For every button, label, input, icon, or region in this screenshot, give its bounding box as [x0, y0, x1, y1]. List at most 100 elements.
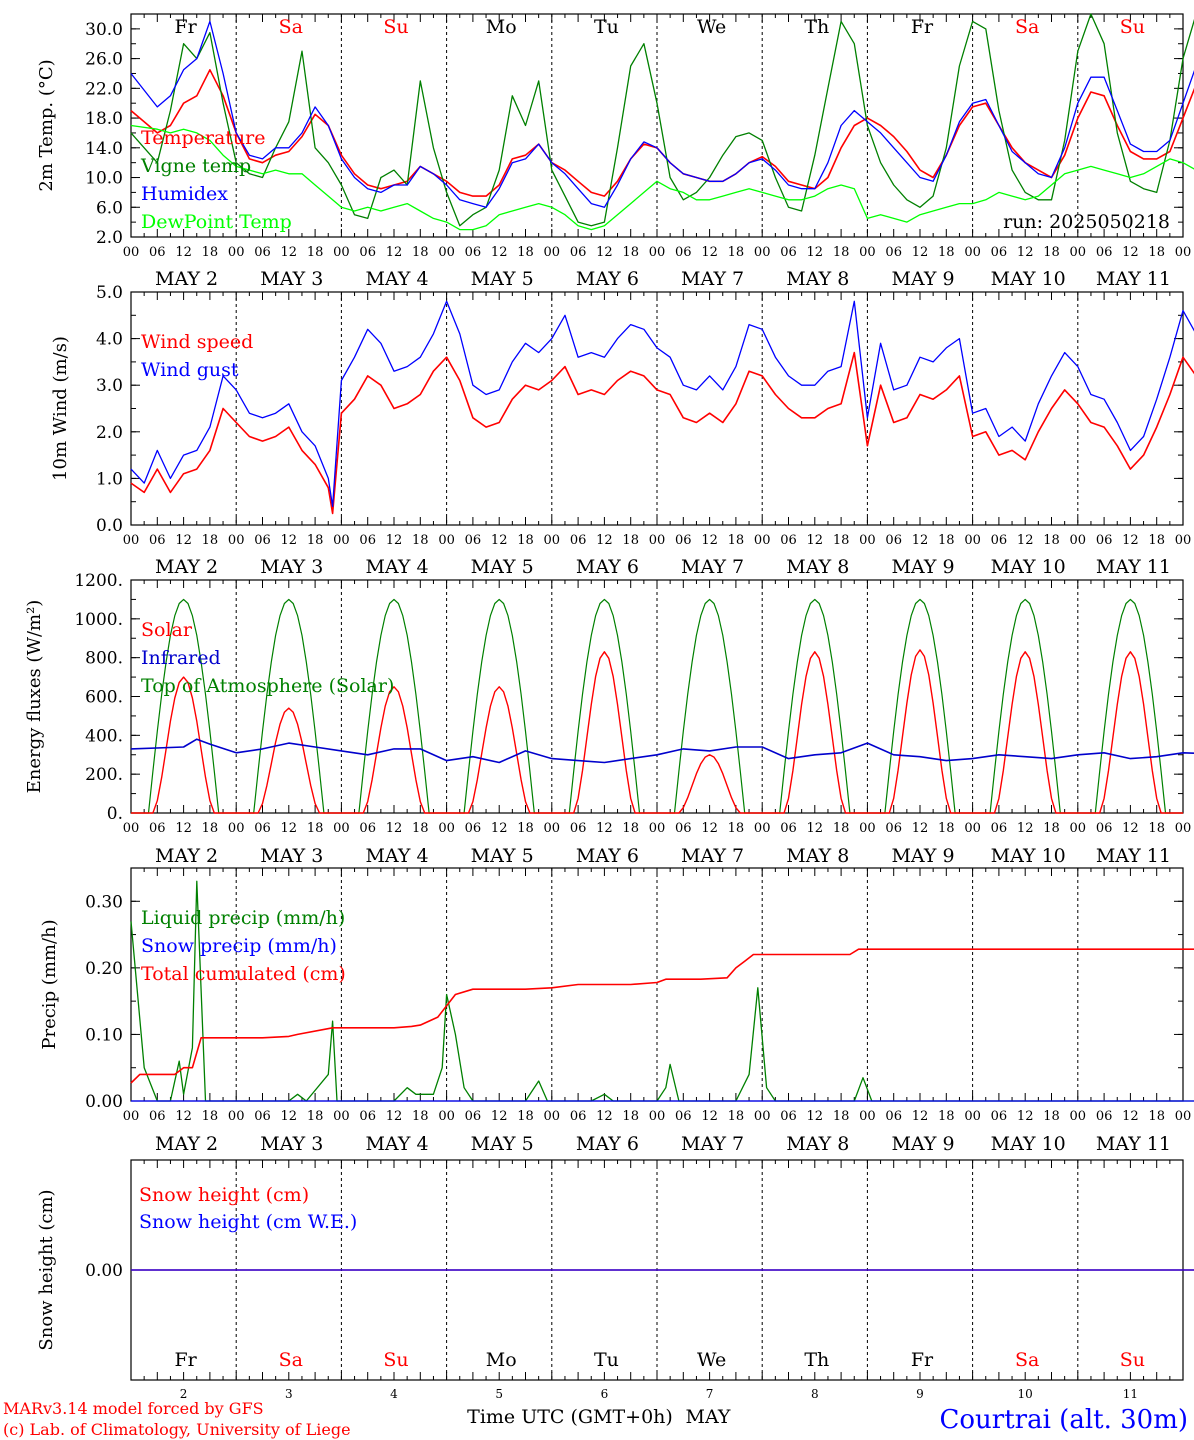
- hour-tick-label: 00: [1175, 533, 1192, 548]
- hour-tick-label: 12: [386, 821, 403, 836]
- hour-tick-label: 18: [938, 1109, 955, 1124]
- hour-tick-label: 18: [1148, 533, 1165, 548]
- hour-tick-label: 06: [149, 245, 166, 260]
- hour-tick-label: 06: [991, 821, 1008, 836]
- legend-total-cumulated-cm: Total cumulated (cm): [141, 963, 346, 985]
- hour-tick-label: 12: [386, 1109, 403, 1124]
- date-label: MAY 10: [991, 268, 1066, 290]
- hour-tick-label: 06: [675, 533, 692, 548]
- y-tick-label: 14.0: [85, 139, 123, 159]
- date-label: MAY 4: [365, 845, 428, 867]
- data-lines: [130, 13, 1194, 1271]
- series-line-wind-gust: [130, 300, 1194, 508]
- hour-tick-label: 18: [202, 1109, 219, 1124]
- y-tick-label: 18.0: [85, 109, 123, 129]
- hour-tick-label: 18: [833, 533, 850, 548]
- hour-tick-label: 12: [175, 533, 192, 548]
- hour-tick-label: 00: [1175, 821, 1192, 836]
- hour-tick-label: 06: [254, 821, 271, 836]
- hour-tick-label: 00: [1175, 245, 1192, 260]
- series-line-infrared: [130, 738, 1194, 764]
- day-number: 8: [811, 1387, 819, 1401]
- hour-tick-label: 12: [807, 533, 824, 548]
- hour-tick-label: 06: [885, 821, 902, 836]
- day-label-bottom: Th: [804, 1349, 829, 1371]
- hour-tick-label: 00: [333, 245, 350, 260]
- date-label: MAY 2: [155, 1133, 218, 1155]
- hour-tick-label: 00: [649, 245, 666, 260]
- date-label: MAY 5: [471, 556, 534, 578]
- legend-infrared: Infrared: [141, 647, 221, 669]
- y-tick-label: 22.0: [85, 79, 123, 99]
- hour-tick-label: 06: [991, 533, 1008, 548]
- hour-tick-label: 12: [701, 533, 718, 548]
- hour-tick-label: 06: [149, 533, 166, 548]
- hour-tick-label: 00: [228, 245, 245, 260]
- y-tick-label: 3.0: [96, 376, 123, 396]
- day-label-bottom: Sa: [279, 1349, 303, 1371]
- hour-tick-label: 12: [701, 821, 718, 836]
- hour-tick-label: 00: [649, 533, 666, 548]
- hour-tick-label: 06: [254, 245, 271, 260]
- date-label: MAY 5: [471, 268, 534, 290]
- hour-tick-label: 12: [281, 245, 298, 260]
- y-tick-label: 6.0: [96, 198, 123, 218]
- y-axis-label: Energy fluxes (W/m²): [24, 600, 45, 794]
- hour-tick-label: 06: [780, 821, 797, 836]
- day-number: 4: [390, 1387, 398, 1401]
- day-number: 2: [180, 1387, 188, 1401]
- hour-tick-label: 18: [1043, 821, 1060, 836]
- day-number: 6: [601, 1387, 609, 1401]
- day-number: 7: [706, 1387, 714, 1401]
- hour-tick-label: 06: [570, 1109, 587, 1124]
- series-line-humidex: [130, 20, 1194, 208]
- lab-credit: (c) Lab. of Climatology, University of L…: [3, 1420, 351, 1439]
- date-label: MAY 8: [786, 845, 849, 867]
- hour-tick-label: 18: [622, 1109, 639, 1124]
- day-label: Fr: [911, 16, 934, 38]
- date-label: MAY 9: [891, 556, 954, 578]
- hour-tick-label: 18: [412, 1109, 429, 1124]
- y-tick-label: 1.0: [96, 469, 123, 489]
- hour-tick-label: 00: [964, 821, 981, 836]
- hour-tick-label: 00: [859, 821, 876, 836]
- hour-tick-label: 00: [228, 533, 245, 548]
- day-label: Th: [804, 16, 829, 38]
- hour-tick-label: 00: [964, 1109, 981, 1124]
- y-tick-label: 1000.: [74, 610, 123, 630]
- hour-tick-label: 06: [1096, 245, 1113, 260]
- hour-tick-label: 18: [938, 533, 955, 548]
- y-tick-label: 600.: [85, 688, 123, 708]
- day-label: Su: [383, 16, 408, 38]
- hour-tick-label: 00: [438, 1109, 455, 1124]
- day-label-bottom: Tu: [594, 1349, 619, 1371]
- hour-tick-label: 12: [1017, 245, 1034, 260]
- hour-tick-label: 06: [570, 245, 587, 260]
- hour-tick-label: 12: [807, 821, 824, 836]
- y-tick-label: 5.0: [96, 283, 123, 303]
- hour-tick-label: 00: [859, 1109, 876, 1124]
- day-label-bottom: Fr: [174, 1349, 197, 1371]
- date-label: MAY 11: [1096, 845, 1171, 867]
- hour-tick-label: 12: [1122, 1109, 1139, 1124]
- day-label: Tu: [594, 16, 619, 38]
- hour-tick-label: 12: [1122, 533, 1139, 548]
- hour-tick-label: 12: [596, 821, 613, 836]
- hour-tick-label: 18: [517, 533, 534, 548]
- date-label: MAY 8: [786, 268, 849, 290]
- text-labels: 2.06.010.014.018.022.026.030.02m Temp. (…: [24, 16, 1191, 1401]
- hour-tick-label: 18: [517, 1109, 534, 1124]
- hour-tick-label: 00: [123, 533, 140, 548]
- hour-tick-label: 06: [570, 533, 587, 548]
- legend-temperature: Temperature: [141, 127, 265, 149]
- hour-tick-label: 06: [359, 1109, 376, 1124]
- hour-tick-label: 18: [307, 821, 324, 836]
- day-number: 10: [1018, 1387, 1033, 1401]
- hour-tick-label: 06: [254, 1109, 271, 1124]
- y-tick-label: 1200.: [74, 571, 123, 591]
- hour-tick-label: 12: [596, 245, 613, 260]
- y-tick-label: 400.: [85, 726, 123, 746]
- hour-tick-label: 12: [1017, 533, 1034, 548]
- legend-wind-speed: Wind speed: [141, 331, 253, 353]
